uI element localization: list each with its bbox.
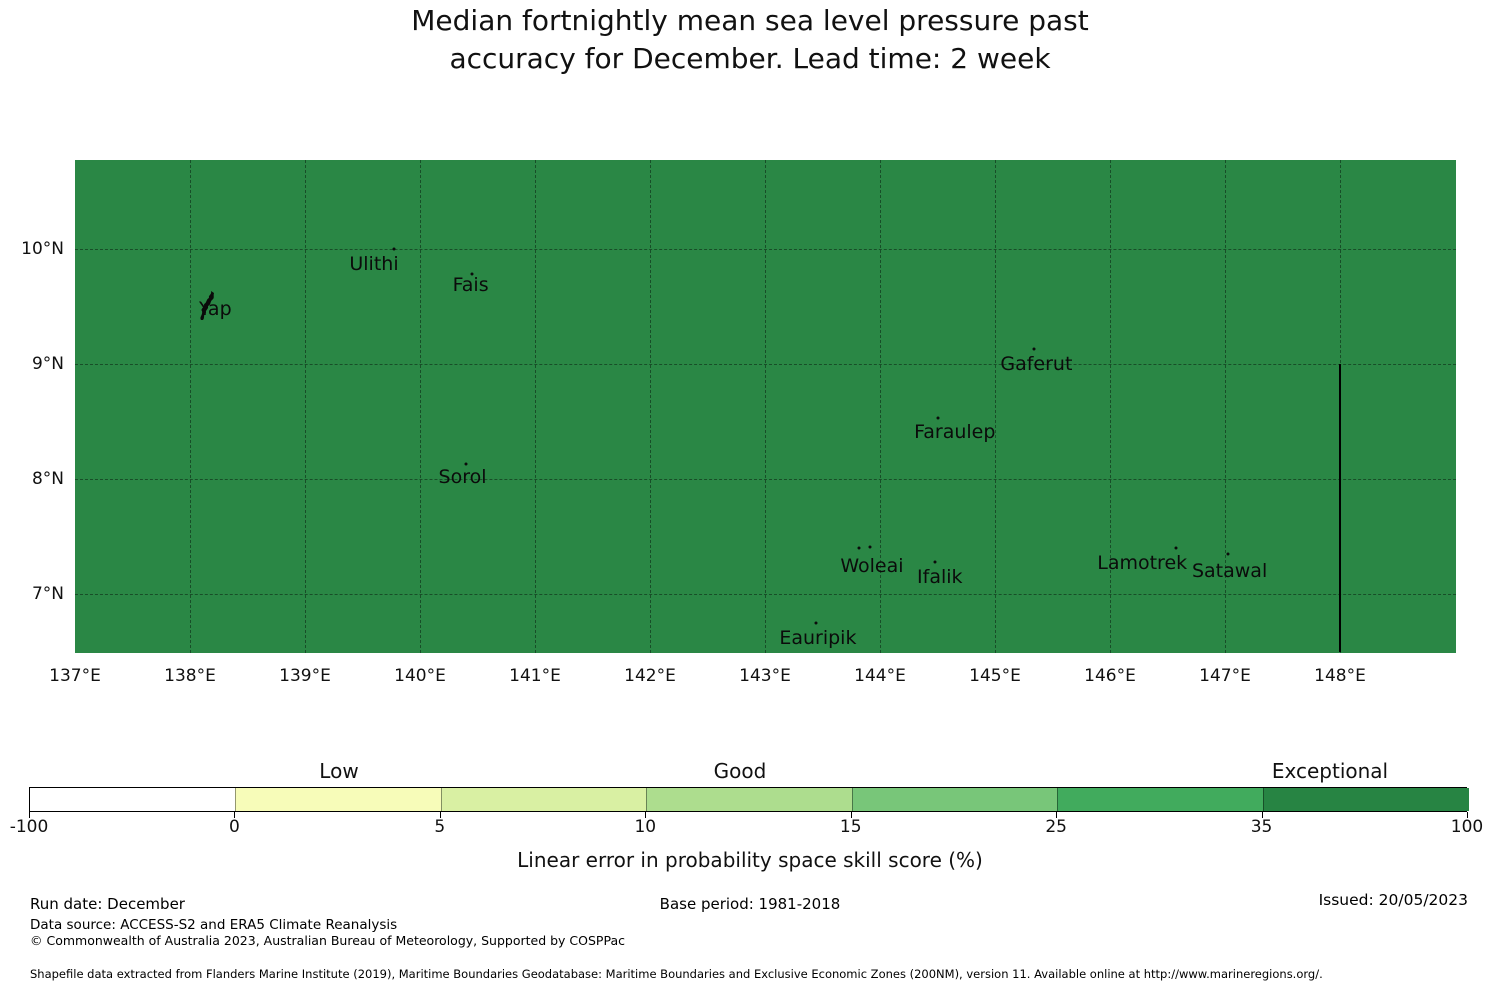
map-gridline-lat bbox=[75, 594, 1456, 595]
y-tick-label: 9°N bbox=[31, 354, 64, 374]
island-label-yap: Yap bbox=[198, 297, 232, 320]
run-date-text: Run date: December bbox=[30, 895, 185, 913]
colorbar-tick-label: 25 bbox=[1045, 817, 1067, 837]
data-source-text: Data source: ACCESS-S2 and ERA5 Climate … bbox=[30, 917, 398, 933]
x-tick-label: 144°E bbox=[854, 666, 906, 686]
colorbar-tick bbox=[645, 812, 647, 818]
map-gridline-lat bbox=[75, 479, 1456, 480]
island-label-faraulep: Faraulep bbox=[914, 420, 996, 443]
colorbar-category-label-good: Good bbox=[713, 759, 767, 783]
x-tick-label: 140°E bbox=[394, 666, 446, 686]
colorbar-category-label-low: Low bbox=[319, 759, 359, 783]
colorbar-tick bbox=[1261, 812, 1263, 818]
shapefile-note-text: Shapefile data extracted from Flanders M… bbox=[30, 967, 1323, 981]
island-dot-ulithi bbox=[392, 247, 396, 251]
island-label-satawal: Satawal bbox=[1191, 560, 1268, 582]
island-label-woleai: Woleai bbox=[840, 555, 904, 578]
colorbar-tick bbox=[29, 812, 30, 818]
x-tick-label: 148°E bbox=[1314, 666, 1366, 686]
x-tick-label: 146°E bbox=[1084, 666, 1136, 686]
map-gridline-lon bbox=[190, 160, 191, 653]
map-gridline-lon bbox=[880, 160, 881, 653]
island-shape-yap bbox=[200, 290, 215, 320]
y-tick-label: 8°N bbox=[31, 469, 64, 489]
y-tick-label: 7°N bbox=[31, 584, 64, 604]
island-dot-ifalik bbox=[933, 560, 937, 564]
colorbar-tick bbox=[850, 812, 852, 818]
island-label-gaferut: Gaferut bbox=[1000, 353, 1073, 375]
y-tick-label: 10°N bbox=[21, 239, 64, 259]
colorbar-tick-label: 5 bbox=[434, 817, 446, 837]
chart-title-line1: Median fortnightly mean sea level pressu… bbox=[411, 4, 1089, 37]
colorbar-segment bbox=[1057, 788, 1264, 811]
map: Yap Ulithi Fais Sorol Gaferut Faraulep Woleai I… bbox=[75, 160, 1456, 653]
colorbar-axis-label: Linear error in probability space skill … bbox=[517, 848, 983, 872]
map-gridline-lat bbox=[75, 364, 1456, 365]
map-gridline-lon bbox=[995, 160, 996, 653]
chart-title-line2: accuracy for December. Lead time: 2 week bbox=[449, 42, 1051, 75]
colorbar-tick bbox=[1467, 812, 1468, 818]
x-tick-label: 142°E bbox=[624, 666, 676, 686]
x-tick-label: 138°E bbox=[164, 666, 216, 686]
map-gridline-lon bbox=[535, 160, 536, 653]
island-dot-fais bbox=[470, 272, 474, 276]
colorbar-segment bbox=[1262, 788, 1469, 811]
island-label-ifalik: Ifalik bbox=[917, 565, 963, 588]
colorbar-category-label-exceptional: Exceptional bbox=[1271, 759, 1389, 783]
colorbar-segment bbox=[235, 788, 442, 811]
map-gridline-lon bbox=[765, 160, 766, 653]
island-dot-faraulep bbox=[936, 416, 939, 420]
island-dot-sorol bbox=[464, 462, 468, 466]
colorbar-tick-label: 35 bbox=[1250, 817, 1273, 837]
colorbar-tick bbox=[234, 812, 236, 818]
map-gridline-lon bbox=[420, 160, 421, 653]
island-label-lamotrek: Lamotrek bbox=[1097, 551, 1188, 574]
colorbar-segment bbox=[440, 788, 648, 811]
colorbar-segment bbox=[30, 788, 236, 811]
island-label-ulithi: Ulithi bbox=[349, 252, 399, 275]
chart-title: Median fortnightly mean sea level pressu… bbox=[0, 2, 1500, 78]
colorbar-segment bbox=[851, 788, 1059, 811]
island-label-sorol: Sorol bbox=[438, 465, 487, 488]
map-gridline-lon bbox=[1225, 160, 1226, 653]
colorbar-tick bbox=[439, 812, 441, 818]
colorbar-tick-label: 10 bbox=[634, 817, 657, 837]
colorbar-tick-label: 15 bbox=[839, 817, 862, 837]
x-tick-label: 137°E bbox=[49, 666, 101, 686]
colorbar-tick-label: 100 bbox=[1450, 817, 1484, 837]
map-gridline-lon bbox=[305, 160, 306, 653]
issued-date-text: Issued: 20/05/2023 bbox=[1318, 891, 1468, 909]
island-dot-gaferut bbox=[1032, 347, 1036, 351]
colorbar-tick-label: 0 bbox=[229, 817, 240, 837]
map-gridline-lon bbox=[650, 160, 651, 653]
colorbar-segment bbox=[646, 788, 853, 811]
colorbar-tick bbox=[1056, 812, 1058, 818]
x-tick-label: 147°E bbox=[1199, 666, 1251, 686]
x-tick-label: 139°E bbox=[279, 666, 331, 686]
map-gridline-lat bbox=[75, 249, 1456, 250]
island-label-fais: Fais bbox=[452, 273, 489, 296]
colorbar bbox=[29, 787, 1469, 812]
copyright-text: © Commonwealth of Australia 2023, Austra… bbox=[30, 933, 625, 948]
x-tick-label: 141°E bbox=[509, 666, 561, 686]
island-dot-woleai bbox=[857, 546, 861, 550]
colorbar-tick-label: -100 bbox=[9, 817, 49, 837]
x-tick-label: 143°E bbox=[739, 666, 791, 686]
eez-boundary-line bbox=[1339, 364, 1341, 652]
island-dot-woleai bbox=[868, 545, 872, 549]
island-label-eauripik: Eauripik bbox=[779, 626, 857, 649]
x-tick-label: 145°E bbox=[969, 666, 1021, 686]
island-dot-lamotrek bbox=[1174, 546, 1178, 550]
island-dot-eauripik bbox=[814, 621, 818, 625]
map-gridline-lon bbox=[1110, 160, 1111, 653]
island-dot-satawal bbox=[1226, 552, 1230, 556]
base-period-text: Base period: 1981-2018 bbox=[659, 895, 841, 913]
